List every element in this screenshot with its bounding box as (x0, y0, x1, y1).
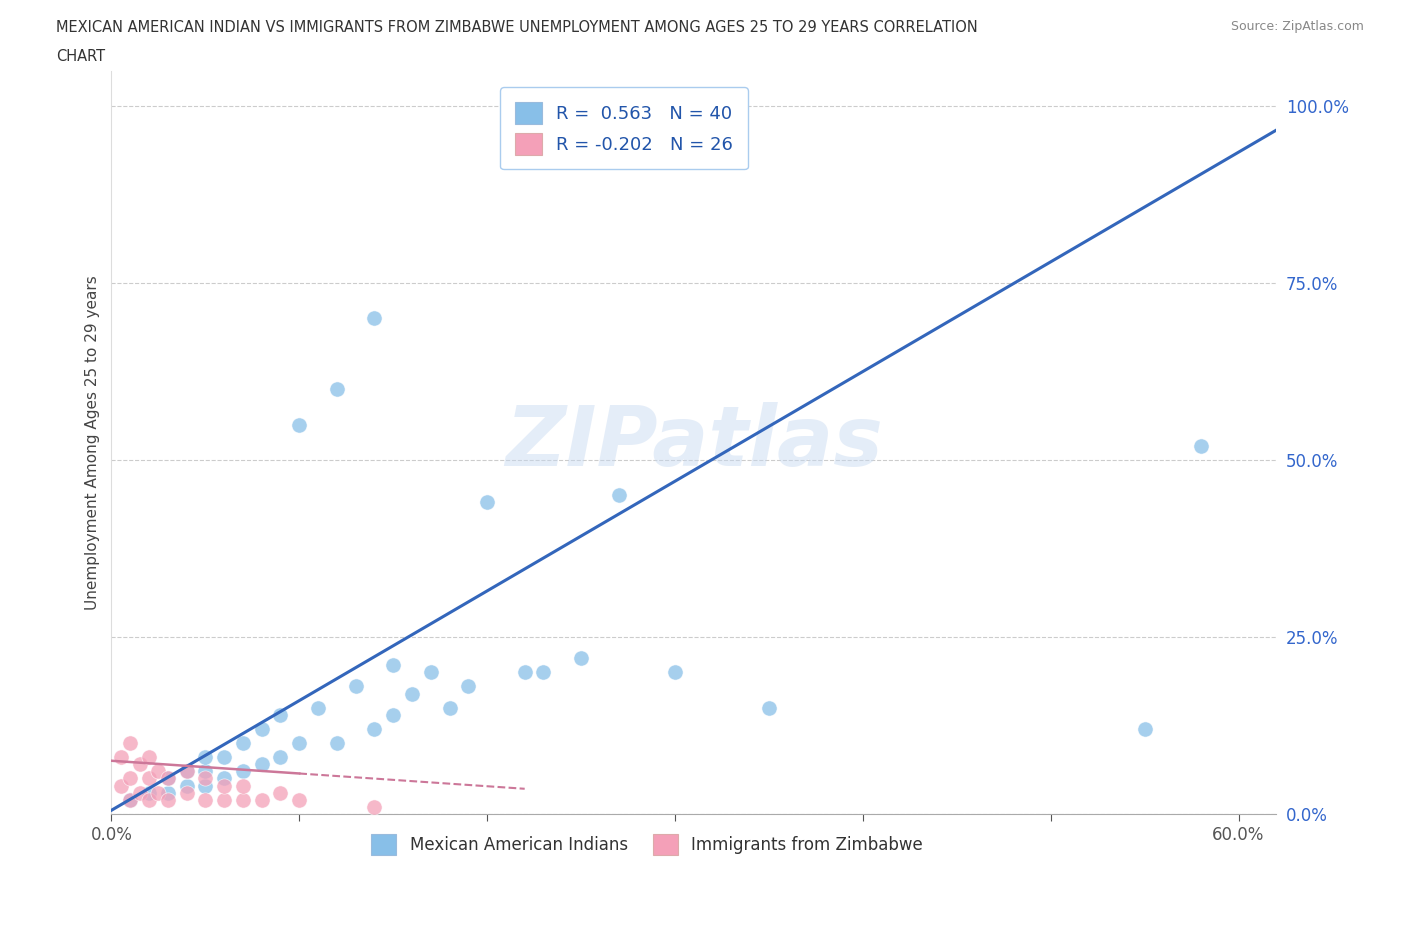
Legend: Mexican American Indians, Immigrants from Zimbabwe: Mexican American Indians, Immigrants fro… (364, 828, 929, 861)
Point (1189, 438, 1212, 453)
Point (138, 750, 160, 764)
Point (363, 311, 385, 325)
Point (513, 665, 536, 680)
Point (363, 722, 385, 737)
Point (269, 785, 291, 800)
Point (232, 778, 254, 793)
Point (194, 792, 217, 807)
Point (1133, 722, 1156, 737)
Point (120, 792, 142, 807)
Point (232, 792, 254, 807)
Point (110, 778, 132, 793)
Point (288, 736, 311, 751)
Point (176, 785, 198, 800)
Point (344, 679, 367, 694)
Point (401, 686, 423, 701)
Point (138, 785, 160, 800)
Point (156, 792, 179, 807)
Point (607, 488, 630, 503)
Point (307, 700, 329, 715)
Point (194, 778, 217, 793)
Point (148, 785, 170, 800)
Point (212, 750, 235, 764)
Point (758, 700, 780, 715)
Point (232, 764, 254, 778)
Point (269, 750, 291, 764)
Point (250, 757, 273, 772)
Point (176, 778, 198, 793)
Point (363, 799, 385, 814)
Point (176, 764, 198, 778)
Point (176, 764, 198, 778)
Point (533, 665, 555, 680)
Point (212, 792, 235, 807)
Point (128, 785, 150, 800)
Point (326, 736, 349, 751)
Point (212, 778, 235, 793)
Y-axis label: Unemployment Among Ages 25 to 29 years: Unemployment Among Ages 25 to 29 years (86, 275, 100, 610)
Point (569, 651, 592, 666)
Point (250, 792, 273, 807)
Point (664, 665, 686, 680)
Point (439, 700, 461, 715)
Point (326, 382, 349, 397)
Point (148, 764, 170, 778)
Point (138, 771, 160, 786)
Text: MEXICAN AMERICAN INDIAN VS IMMIGRANTS FROM ZIMBABWE UNEMPLOYMENT AMONG AGES 25 T: MEXICAN AMERICAN INDIAN VS IMMIGRANTS FR… (56, 20, 979, 35)
Point (457, 679, 479, 694)
Text: CHART: CHART (56, 49, 105, 64)
Point (156, 785, 179, 800)
Point (288, 418, 311, 432)
Point (128, 757, 150, 772)
Point (269, 708, 291, 723)
Point (419, 665, 441, 680)
Point (194, 750, 217, 764)
Point (212, 771, 235, 786)
Point (110, 750, 132, 764)
Point (382, 708, 405, 723)
Text: Source: ZipAtlas.com: Source: ZipAtlas.com (1230, 20, 1364, 33)
Point (156, 771, 179, 786)
Point (120, 736, 142, 751)
Point (120, 792, 142, 807)
Point (120, 771, 142, 786)
Point (232, 736, 254, 751)
Point (382, 658, 405, 672)
Text: ZIPatlas: ZIPatlas (505, 402, 883, 483)
Point (475, 495, 498, 510)
Point (288, 792, 311, 807)
Point (194, 771, 217, 786)
Point (138, 792, 160, 807)
Point (250, 722, 273, 737)
Point (156, 771, 179, 786)
Point (194, 764, 217, 778)
